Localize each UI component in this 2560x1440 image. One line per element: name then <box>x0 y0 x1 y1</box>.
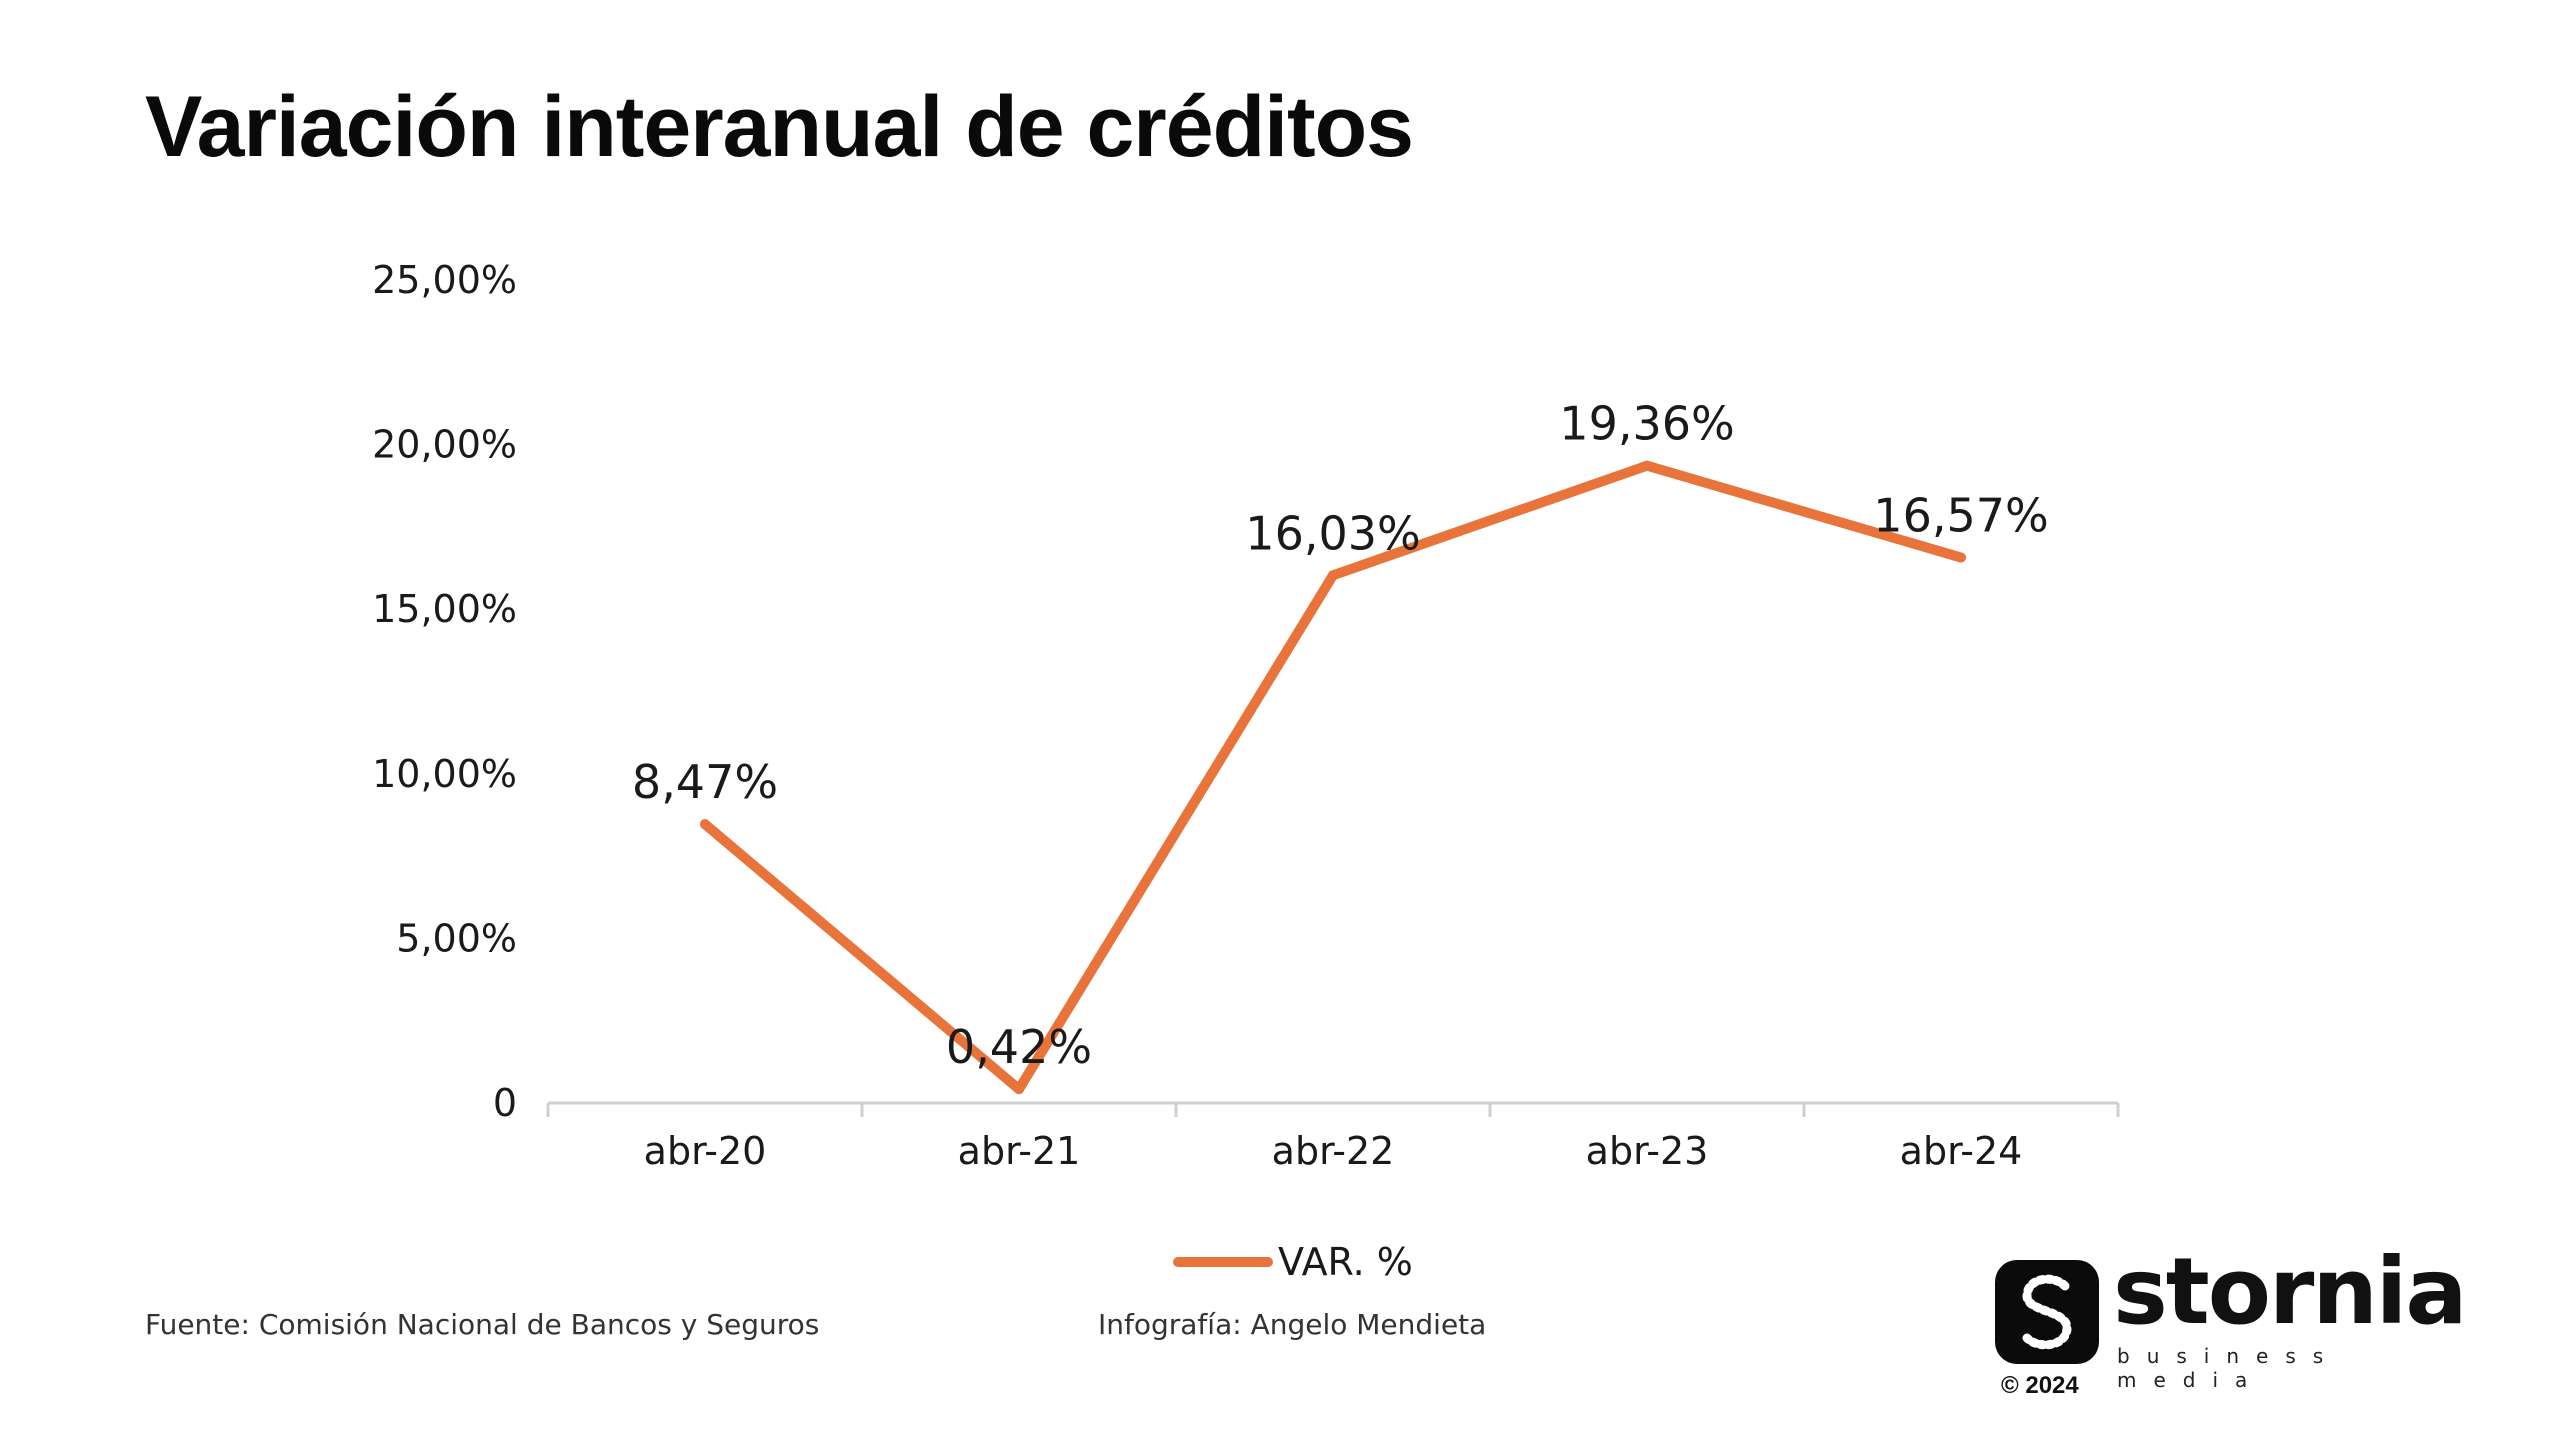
data-labels: 8,47% 0,42% 16,03% 19,36% 16,57% <box>632 397 2049 1075</box>
logo-copyright: © 2024 <box>2001 1372 2079 1399</box>
data-point <box>1328 570 1338 581</box>
x-tick-label: abr-22 <box>1272 1129 1395 1173</box>
x-tick-label: abr-21 <box>958 1129 1081 1173</box>
data-point <box>1014 1084 1024 1095</box>
logo-tagline: business media <box>2117 1344 2341 1392</box>
y-tick-label: 0 <box>493 1081 517 1125</box>
data-label: 16,03% <box>1245 506 1420 560</box>
y-tick-label: 10,00% <box>372 752 517 796</box>
y-tick-label: 25,00% <box>372 258 517 302</box>
y-axis-ticks: 0 5,00% 10,00% 15,00% 20,00% 25,00% <box>372 258 517 1125</box>
y-tick-label: 20,00% <box>372 423 517 467</box>
data-point <box>1642 460 1652 471</box>
logo-wordmark: stornia <box>2113 1238 2467 1345</box>
x-tick-label: abr-24 <box>1900 1129 2023 1173</box>
stornia-logo: stornia business media © 2024 <box>1995 1246 2467 1400</box>
series-layer <box>700 460 1966 1095</box>
legend-label: VAR. % <box>1278 1240 1413 1284</box>
data-point <box>1956 552 1966 563</box>
credit-note: Infografía: Angelo Mendieta <box>1098 1308 1487 1341</box>
data-label: 16,57% <box>1873 489 2048 543</box>
x-axis: abr-20 abr-21 abr-22 abr-23 abr-24 <box>546 1101 2120 1173</box>
source-note: Fuente: Comisión Nacional de Bancos y Se… <box>145 1308 820 1341</box>
data-label: 0,42% <box>946 1020 1092 1074</box>
legend: VAR. % <box>1173 1240 1413 1284</box>
data-point <box>700 819 710 830</box>
data-label: 19,36% <box>1559 397 1734 451</box>
y-tick-label: 15,00% <box>372 587 517 631</box>
y-tick-label: 5,00% <box>396 916 517 960</box>
chart-title: Variación interanual de créditos <box>145 79 1414 175</box>
x-tick-label: abr-20 <box>644 1129 767 1173</box>
data-label: 8,47% <box>632 755 778 809</box>
x-tick-label: abr-23 <box>1586 1129 1709 1173</box>
logo-mark-icon <box>1995 1260 2099 1364</box>
